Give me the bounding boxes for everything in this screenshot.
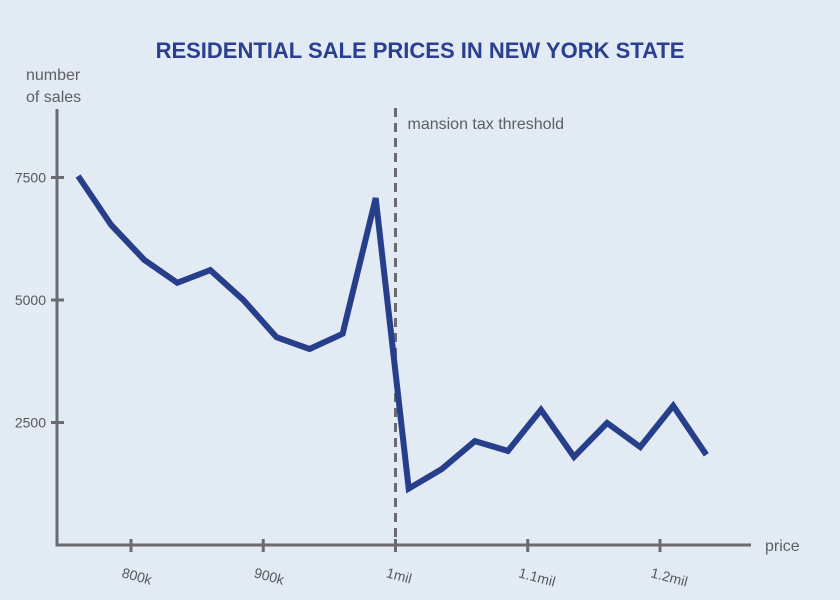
y-tick-label: 7500 [15, 170, 46, 186]
y-tick-label: 5000 [15, 292, 46, 308]
x-tick-label: 1mil [385, 564, 414, 586]
x-axis-label: price [765, 538, 800, 555]
y-tick-label: 2500 [15, 415, 46, 431]
x-tick-label: 1.1mil [517, 564, 557, 589]
annotations: mansion tax threshold [394, 108, 565, 545]
x-ticks: 800k 900k 1mil 1.1mil 1.2mil [120, 539, 689, 590]
y-ticks: 2500 5000 7500 [15, 170, 64, 431]
x-tick-label: 1.2mil [649, 564, 689, 589]
y-axis-label-line-1: number [26, 67, 81, 84]
y-axis-label-line-2: of sales [26, 89, 81, 106]
data-points [78, 175, 707, 489]
x-tick-label: 800k [120, 564, 154, 588]
chart-title: RESIDENTIAL SALE PRICES IN NEW YORK STAT… [156, 38, 685, 63]
x-tick-label: 900k [252, 564, 286, 588]
mansion-tax-threshold-label: mansion tax threshold [408, 116, 565, 133]
series-line-number-of-sales [75, 174, 709, 494]
